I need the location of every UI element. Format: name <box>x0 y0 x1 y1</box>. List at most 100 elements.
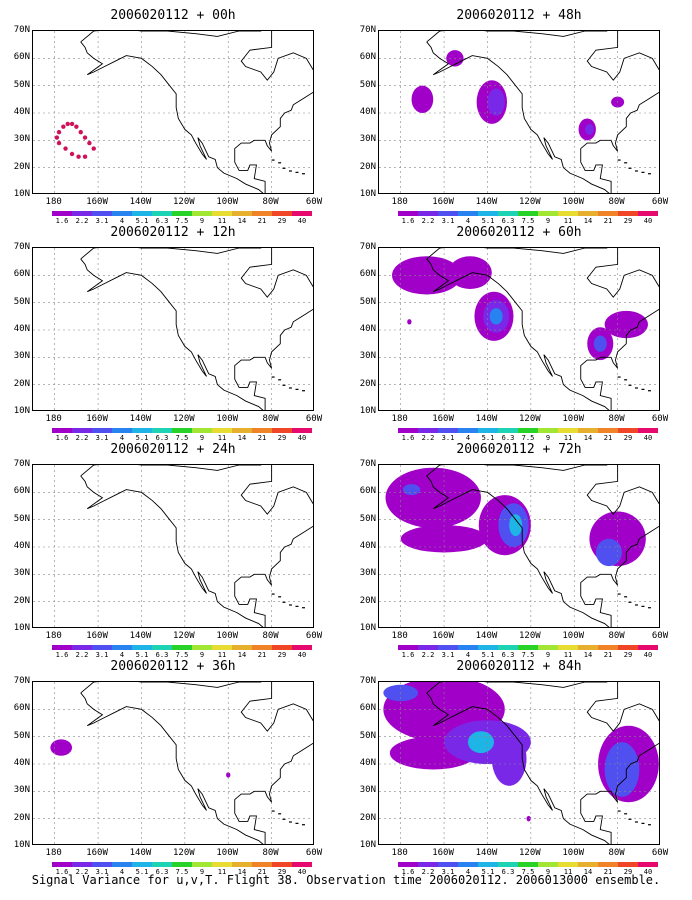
colorbar-label: 5.1 <box>135 868 149 876</box>
island <box>647 607 651 609</box>
colorbar-swatch <box>398 645 418 650</box>
longitude-tick-label: 140W <box>475 631 498 641</box>
colorbar-swatch <box>478 211 498 216</box>
longitude-tick-label: 80W <box>262 848 279 858</box>
longitude-tick-label: 140W <box>129 631 152 641</box>
colorbar-label: 21 <box>257 868 267 876</box>
latitude-tick-label: 50N <box>13 730 30 741</box>
latitude-tick-label: 10N <box>359 840 376 850</box>
observation-point <box>56 140 62 146</box>
colorbar-swatch <box>498 862 518 867</box>
island <box>301 390 305 392</box>
colorbar-swatch <box>398 428 418 433</box>
colorbar-swatch <box>518 862 538 867</box>
colorbar-label: 3.1 <box>441 868 455 876</box>
colorbar <box>52 645 312 650</box>
observation-point <box>65 121 70 127</box>
colorbar-label: 2.2 <box>75 651 89 659</box>
colorbar-label: 29 <box>623 434 633 442</box>
colorbar-label: 4 <box>465 868 471 876</box>
variance-area <box>400 525 488 553</box>
island <box>624 162 628 164</box>
variance-area <box>604 310 648 339</box>
latitude-tick-label: 40N <box>359 758 376 768</box>
colorbar-swatch <box>272 428 292 433</box>
colorbar-label: 5.1 <box>135 651 149 659</box>
colorbar-label: 6.3 <box>501 651 515 659</box>
latitude-tick-label: 30N <box>359 134 376 145</box>
latitude-tick-label: 20N <box>359 161 376 172</box>
colorbar-label: 6.3 <box>501 434 515 442</box>
map-frame <box>32 30 314 194</box>
colorbar-label: 40 <box>297 217 307 225</box>
latitude-tick-label: 30N <box>359 785 376 796</box>
colorbar-label: 3.1 <box>95 651 109 659</box>
island <box>641 822 645 824</box>
longitude-tick-label: 160W <box>432 631 454 641</box>
colorbar-swatch <box>112 428 132 433</box>
longitude-tick-label: 80W <box>262 631 279 641</box>
colorbar-swatch <box>52 428 72 433</box>
colorbar-swatch <box>638 645 658 650</box>
island <box>624 596 628 598</box>
colorbar-label: 11 <box>217 434 227 442</box>
island <box>278 596 282 598</box>
colorbar-label: 9 <box>545 434 551 442</box>
colorbar-swatch <box>458 211 478 216</box>
island <box>617 810 621 812</box>
longitude-tick-label: 120W <box>519 848 541 858</box>
colorbar-swatch <box>212 428 232 433</box>
variance-area <box>604 742 640 797</box>
map-canvas <box>33 248 313 410</box>
colorbar-label: 11 <box>217 651 227 659</box>
colorbar-label: 29 <box>623 217 633 225</box>
colorbar-swatch <box>418 862 438 867</box>
colorbar-label: 5.1 <box>481 868 495 876</box>
colorbar-label: 1.6 <box>401 651 415 659</box>
longitude-tick-label: 80W <box>608 631 625 641</box>
colorbar-swatch <box>598 862 618 867</box>
colorbar-swatch <box>72 862 92 867</box>
longitude-tick-label: 120W <box>173 197 195 207</box>
longitude-tick-label: 180 <box>391 197 408 207</box>
island <box>647 824 651 826</box>
coastline <box>426 465 659 627</box>
longitude-tick-label: 60W <box>305 848 323 858</box>
colorbar-label: 2.2 <box>421 868 435 876</box>
colorbar-swatch <box>498 428 518 433</box>
colorbar-swatch <box>172 862 192 867</box>
colorbar-label: 14 <box>583 868 593 876</box>
colorbar-swatch <box>538 428 558 433</box>
longitude-tick-label: 140W <box>129 197 152 207</box>
island <box>617 159 621 161</box>
colorbar-label: 3.1 <box>441 434 455 442</box>
map-panel-24h: 2006020112 + 24h 70N 60N 50N 40N 30N 20N 10N 18… <box>0 442 346 659</box>
latitude-tick-label: 10N <box>13 406 30 416</box>
colorbar-label: 7.5 <box>175 217 189 225</box>
map-canvas <box>33 465 313 627</box>
longitude-tick-label: 100W <box>562 414 585 424</box>
variance-area <box>489 308 503 325</box>
colorbar-label: 6.3 <box>155 868 169 876</box>
variance-area <box>487 88 505 116</box>
island <box>295 822 299 824</box>
colorbar <box>398 211 658 216</box>
colorbar-swatch <box>152 645 172 650</box>
colorbar-swatch <box>638 862 658 867</box>
longitude-tick-label: 160W <box>86 631 108 641</box>
island <box>278 813 282 815</box>
colorbar-swatch <box>292 211 312 216</box>
colorbar-label: 14 <box>237 217 247 225</box>
island <box>641 171 645 173</box>
colorbar-label: 3.1 <box>95 868 109 876</box>
map-panel-84h: 2006020112 + 84h 70N 60N 50N 40N 30N 20N 10N 18… <box>346 659 692 876</box>
colorbar-swatch <box>272 862 292 867</box>
island <box>647 173 651 175</box>
colorbar-label: 40 <box>297 434 307 442</box>
island <box>271 376 275 378</box>
variance-area <box>491 731 527 786</box>
coastline <box>80 465 313 627</box>
colorbar-label: 11 <box>217 868 227 876</box>
coastline <box>426 31 659 193</box>
colorbar-label: 4 <box>119 434 125 442</box>
